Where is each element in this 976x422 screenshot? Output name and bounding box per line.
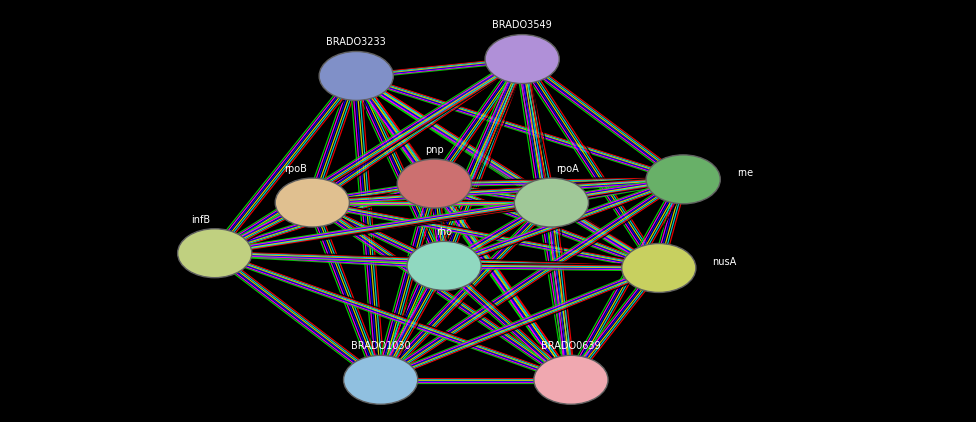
- Ellipse shape: [319, 51, 393, 100]
- Ellipse shape: [344, 355, 418, 404]
- Ellipse shape: [514, 178, 589, 227]
- Text: pnp: pnp: [425, 145, 444, 155]
- Ellipse shape: [178, 229, 252, 278]
- Text: rpoA: rpoA: [556, 164, 579, 174]
- Text: rpoB: rpoB: [285, 164, 307, 174]
- Ellipse shape: [407, 241, 481, 290]
- Ellipse shape: [275, 178, 349, 227]
- Text: BRADO1030: BRADO1030: [350, 341, 411, 351]
- Text: nusA: nusA: [712, 257, 737, 267]
- Ellipse shape: [622, 243, 696, 292]
- Ellipse shape: [485, 35, 559, 84]
- Text: BRADO3233: BRADO3233: [326, 37, 386, 47]
- Text: rho: rho: [436, 227, 452, 237]
- Text: infB: infB: [190, 214, 210, 225]
- Text: BRADO3549: BRADO3549: [492, 20, 552, 30]
- Ellipse shape: [397, 159, 471, 208]
- Ellipse shape: [646, 155, 720, 204]
- Text: rne: rne: [737, 168, 753, 178]
- Ellipse shape: [534, 355, 608, 404]
- Text: BRADO0639: BRADO0639: [541, 341, 601, 351]
